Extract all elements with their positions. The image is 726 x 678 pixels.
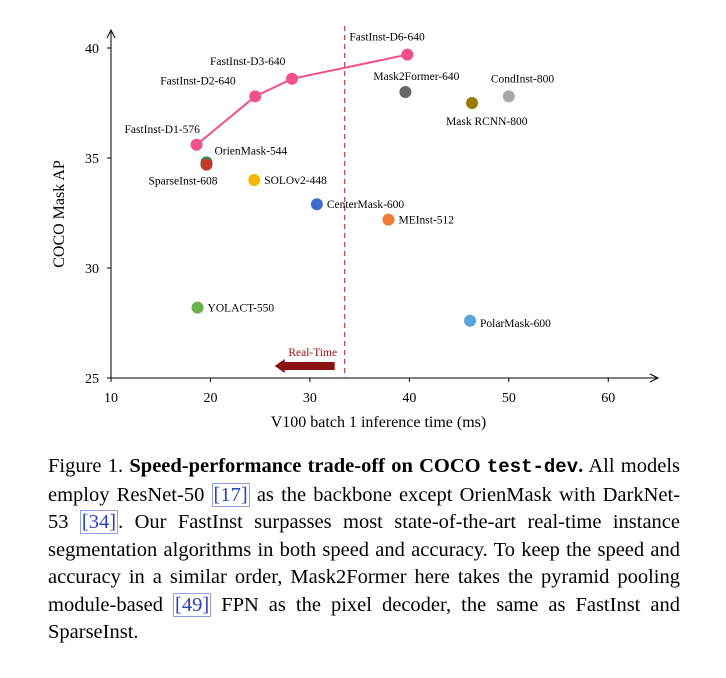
x-tick-label: 60 bbox=[601, 391, 615, 406]
figure-caption: Figure 1. Speed-performance trade-off on… bbox=[48, 453, 680, 647]
data-point bbox=[310, 198, 323, 211]
data-point-label: Mask RCNN-800 bbox=[446, 116, 528, 128]
data-point bbox=[200, 158, 213, 171]
caption-title: Speed-performance trade-off on COCO bbox=[129, 455, 481, 477]
caption-title-mono: test-dev bbox=[486, 456, 579, 478]
data-point-label: PolarMask-600 bbox=[480, 318, 551, 330]
data-point-label: SparseInst-608 bbox=[148, 176, 217, 188]
data-point bbox=[464, 314, 477, 327]
x-axis-title: V100 batch 1 inference time (ms) bbox=[271, 414, 486, 431]
data-point-label: MEInst-512 bbox=[398, 215, 454, 227]
scatter-chart: 10 20 30 40 50 60 25 30 35 40 V100 batch 1 inferen… bbox=[51, 26, 660, 431]
x-tick-label: 10 bbox=[104, 391, 118, 406]
realtime-arrow bbox=[274, 359, 335, 373]
data-point-label: Mask2Former-640 bbox=[373, 71, 459, 83]
data-point-label: FastInst-D2-640 bbox=[160, 75, 236, 87]
data-point-label: FastInst-D6-640 bbox=[349, 32, 425, 44]
caption-body-3: . Our FastInst surpasses most state-of-t… bbox=[48, 511, 681, 616]
data-point bbox=[248, 174, 261, 186]
data-point-label: FastInst-D1-576 bbox=[125, 124, 201, 136]
caption-body-2: as the backbone except Orien­Mask with D… bbox=[48, 483, 681, 534]
y-tick-label: 40 bbox=[85, 42, 99, 57]
fastinst-series-line bbox=[195, 53, 408, 146]
y-tick-label: 25 bbox=[85, 372, 99, 387]
caption-title-end: . bbox=[578, 455, 584, 477]
data-point-label: CenterMask-600 bbox=[327, 199, 405, 211]
data-point bbox=[401, 48, 414, 61]
y-tick-label: 35 bbox=[85, 152, 99, 167]
chart-axes: 10 20 30 40 50 60 25 30 35 40 V100 batch 1 inferen… bbox=[51, 28, 660, 431]
x-tick-label: 40 bbox=[402, 391, 416, 406]
figure-1: 10 20 30 40 50 60 25 30 35 40 V100 batch 1 inferen… bbox=[51, 26, 660, 431]
data-point-label: SOLOv2-448 bbox=[264, 175, 327, 187]
data-point bbox=[190, 138, 203, 151]
y-axis-arrow bbox=[106, 28, 116, 39]
y-axis-title: COCO Mask AP bbox=[51, 160, 68, 268]
data-point bbox=[502, 90, 515, 103]
caption-body-4: FPN as the pixel decoder, the same as Fa… bbox=[48, 593, 680, 644]
data-point bbox=[286, 72, 299, 85]
citation-link-17[interactable]: [17] bbox=[211, 482, 250, 507]
data-point-label: YOLACT-550 bbox=[208, 303, 275, 315]
data-point bbox=[466, 97, 479, 109]
citation-link-34[interactable]: [34] bbox=[79, 510, 119, 534]
y-tick-label: 30 bbox=[85, 262, 99, 277]
chart-marks: Real-Time FastInst-D1-576 FastInst-D2-640 F… bbox=[125, 26, 555, 378]
x-axis-arrow bbox=[649, 373, 660, 383]
citation-link-49[interactable]: [49] bbox=[173, 592, 212, 617]
data-point-label: CondInst-800 bbox=[491, 73, 555, 85]
data-point-label: OrienMask-544 bbox=[214, 145, 287, 157]
data-point bbox=[382, 213, 395, 226]
data-point bbox=[249, 90, 262, 103]
x-tick-label: 30 bbox=[303, 391, 317, 406]
caption-label: Figure 1. bbox=[48, 455, 124, 477]
data-point-label: FastInst-D3-640 bbox=[210, 56, 286, 68]
x-tick-label: 50 bbox=[502, 391, 516, 406]
data-point bbox=[191, 301, 204, 314]
realtime-label: Real-Time bbox=[288, 347, 337, 359]
x-tick-label: 20 bbox=[203, 391, 217, 406]
data-point bbox=[399, 86, 412, 98]
caption-body-1: All models employ ResNet-50 bbox=[48, 455, 681, 506]
